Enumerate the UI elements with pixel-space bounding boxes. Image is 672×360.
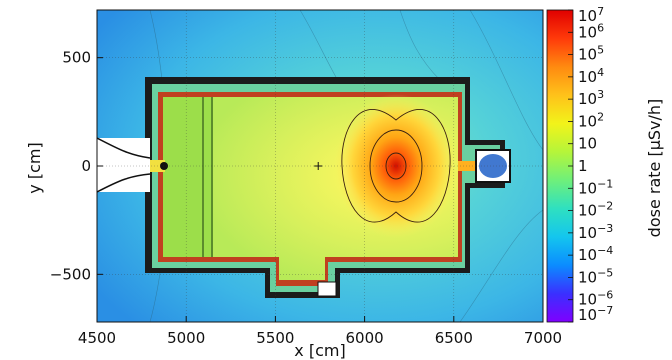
x-axis-label: x [cm] — [294, 341, 345, 360]
center-marker — [314, 162, 323, 170]
left-chamber — [163, 97, 213, 257]
outer-contour — [459, 209, 543, 322]
x-axis-ticks: 4500 5000 5500 6000 6500 7000 — [78, 316, 562, 347]
x-tick-label: 6500 — [435, 329, 473, 347]
colorbar-tick-label: 102 — [578, 110, 604, 130]
y-tick-label: 500 — [62, 49, 91, 67]
y-axis-ticks: 500 0 −500 — [50, 49, 103, 283]
heatmap-field — [97, 10, 543, 322]
x-tick-label: 5500 — [256, 329, 294, 347]
colorbar-tick-label: 106 — [578, 21, 604, 41]
colorbar-tick-label: 104 — [578, 66, 604, 86]
colorbar-tick-label: 10−1 — [578, 177, 613, 197]
colorbar-tick-label: 107 — [578, 5, 604, 25]
contour-line — [341, 109, 451, 223]
colorbar-tick-label: 10−4 — [578, 244, 613, 264]
colorbar-tick-label: 10−3 — [578, 222, 613, 242]
colorbar-tick-label: 103 — [578, 88, 604, 108]
x-tick-label: 6000 — [346, 329, 384, 347]
colorbar: 10710610510410310210110−110−210−310−410−… — [546, 5, 613, 324]
colorbar-ticks: 10710610510410310210110−110−210−310−410−… — [568, 5, 613, 324]
y-tick-label: −500 — [50, 265, 91, 283]
hotspot-glow — [334, 94, 458, 238]
left-opening-edge — [97, 137, 151, 193]
outer-contour — [469, 10, 543, 151]
y-tick-label: 0 — [81, 157, 91, 175]
colorbar-tick-label: 105 — [578, 44, 604, 64]
x-tick-label: 4500 — [78, 329, 116, 347]
colorbar-tick-label: 10 — [578, 135, 597, 153]
colorbar-tick-label: 10−5 — [578, 266, 613, 286]
colorbar-tick-label: 10−2 — [578, 200, 613, 220]
colorbar-tick-label: 10−6 — [578, 289, 613, 309]
colorbar-tick-label: 1 — [578, 157, 588, 175]
bottom-notch — [317, 281, 337, 297]
outer-contour — [399, 10, 441, 81]
colorbar-label: dose rate [μSv/h] — [645, 99, 664, 238]
left-opening — [97, 138, 150, 192]
x-tick-label: 5000 — [167, 329, 205, 347]
y-axis-label: y [cm] — [25, 142, 44, 193]
x-tick-label: 7000 — [524, 329, 562, 347]
colorbar-tick-label: 10−7 — [578, 304, 613, 324]
